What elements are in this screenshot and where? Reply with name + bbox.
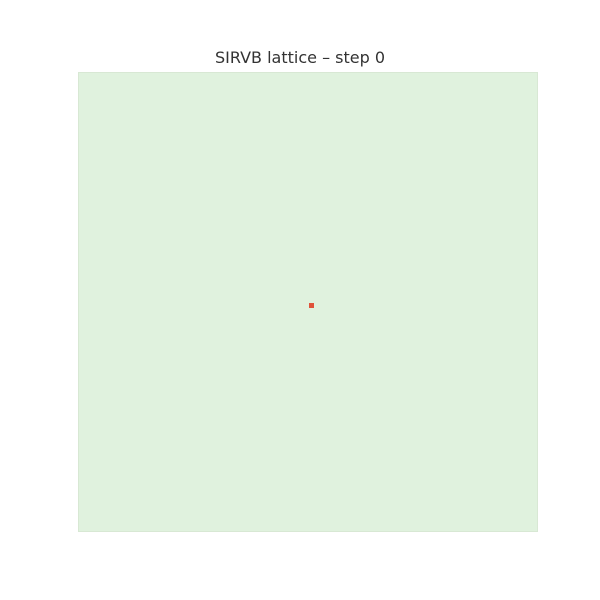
plot-title: SIRVB lattice – step 0 bbox=[214, 48, 386, 67]
infected-cell bbox=[309, 303, 314, 308]
lattice-grid bbox=[78, 72, 538, 532]
